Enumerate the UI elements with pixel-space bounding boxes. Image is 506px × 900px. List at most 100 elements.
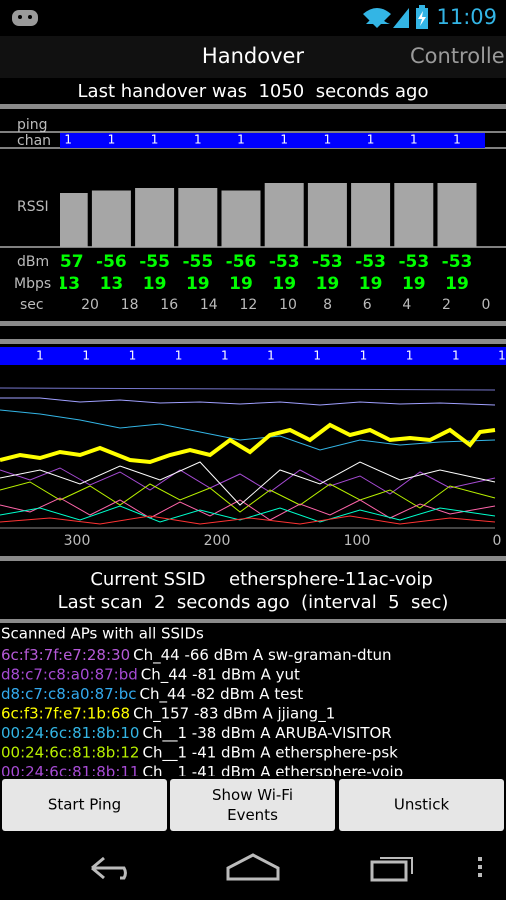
sec-tick-label: 10 bbox=[279, 297, 297, 313]
ap-info: Ch__1 -41 dBm A ethersphere-voip bbox=[142, 763, 403, 782]
mbps-value: 19 bbox=[229, 274, 253, 294]
nav-home[interactable] bbox=[226, 853, 280, 881]
history-trace bbox=[0, 505, 496, 523]
button-label[interactable]: Show Wi-Fi Events bbox=[212, 786, 293, 824]
battery-cap bbox=[419, 5, 425, 9]
ap-info: Ch_44 -66 dBm A sw-graman-dtun bbox=[133, 646, 391, 665]
dbm-value: -53 bbox=[442, 252, 473, 272]
ap-mac: d8:c7:c8:a0:87:bd bbox=[1, 665, 138, 683]
rssi-bar bbox=[394, 183, 434, 247]
mbps-value: 19 bbox=[186, 274, 210, 294]
sec-tick-label: 4 bbox=[402, 297, 411, 313]
rssi-bar bbox=[221, 190, 261, 247]
mbps-value: 19 bbox=[445, 274, 469, 294]
sec-tick-label: 12 bbox=[239, 297, 257, 313]
label-ping: ping bbox=[17, 117, 48, 133]
dbm-value: -57 bbox=[53, 252, 84, 272]
chan-bar bbox=[0, 347, 506, 365]
chan-value: 1 bbox=[237, 133, 245, 147]
ap-row: 6c:f3:7f:e7:28:30 Ch_44 -66 dBm A sw-gram… bbox=[1, 646, 391, 665]
button[interactable] bbox=[339, 779, 504, 831]
chan-value: 1 bbox=[129, 349, 137, 363]
chan-value: 1 bbox=[280, 133, 288, 147]
last-scan: Last scan 2 seconds ago (interval 5 sec) bbox=[58, 592, 449, 613]
sec-tick-label: 0 bbox=[482, 297, 491, 313]
separator bbox=[0, 619, 506, 623]
chan-value: 1 bbox=[313, 349, 321, 363]
button-label[interactable]: Unstick bbox=[394, 796, 450, 814]
ap-info: Ch__1 -38 dBm A ARUBA-VISITOR bbox=[142, 724, 391, 743]
dbm-value: -53 bbox=[398, 252, 429, 272]
dbm-value: -56 bbox=[96, 252, 127, 272]
label-mbps: Mbps bbox=[14, 276, 51, 292]
sec-tick-label: 6 bbox=[363, 297, 372, 313]
history-trace bbox=[0, 461, 496, 506]
chan-value: 1 bbox=[410, 133, 418, 147]
current-ssid: ethersphere-11ac-voip bbox=[229, 569, 433, 590]
separator bbox=[0, 339, 506, 344]
chan-value: 1 bbox=[367, 133, 375, 147]
chan-value: 1 bbox=[324, 133, 332, 147]
tab-controller[interactable]: Controller bbox=[410, 44, 506, 68]
chan-value: 1 bbox=[498, 349, 506, 363]
label-chan: chan bbox=[17, 133, 51, 149]
sec-tick-label: 14 bbox=[200, 297, 218, 313]
ap-row: d8:c7:c8:a0:87:bd Ch_44 -81 dBm A yut bbox=[1, 665, 300, 684]
mbps-value: 19 bbox=[316, 274, 340, 294]
x-tick-label: 100 bbox=[344, 533, 371, 549]
chan-value: 1 bbox=[267, 349, 275, 363]
ap-list: 6c:f3:7f:e7:28:30 Ch_44 -66 dBm A sw-gram… bbox=[1, 646, 403, 782]
ap-mac: 6c:f3:7f:e7:1b:68 bbox=[1, 704, 130, 722]
button[interactable] bbox=[2, 779, 167, 831]
chan-value: 1 bbox=[221, 349, 229, 363]
ap-mac: 00:24:6c:81:8b:12 bbox=[1, 743, 139, 761]
rssi-bar bbox=[264, 183, 304, 247]
rssi-bar bbox=[178, 188, 218, 247]
nav-recent-back bbox=[380, 857, 413, 874]
ap-row: 00:24:6c:81:8b:12 Ch__1 -41 dBm A ethersp… bbox=[1, 743, 398, 762]
status-bar: 11:09 bbox=[0, 0, 506, 36]
nav-recent[interactable] bbox=[370, 860, 408, 882]
status-bar-bg bbox=[0, 0, 506, 36]
mbps-value: 19 bbox=[359, 274, 383, 294]
history-trace bbox=[0, 467, 496, 495]
chan-value: 1 bbox=[151, 133, 159, 147]
ap-row: d8:c7:c8:a0:87:bc Ch_44 -82 dBm A test bbox=[1, 685, 303, 704]
rssi-bar bbox=[135, 188, 175, 247]
tab-handover[interactable]: Handover bbox=[202, 44, 304, 68]
ap-mac: 6c:f3:7f:e7:28:30 bbox=[1, 646, 130, 664]
button-label[interactable]: Start Ping bbox=[48, 796, 121, 814]
wifi-icon-fan bbox=[363, 8, 391, 28]
ap-info: Ch_44 -82 dBm A test bbox=[140, 685, 304, 704]
rssi-bar bbox=[351, 183, 391, 247]
button[interactable] bbox=[170, 779, 335, 831]
buttons: Start Ping Show Wi-Fi Events Unstick bbox=[2, 779, 504, 831]
charging-bolt bbox=[418, 11, 426, 26]
chan-value: 1 bbox=[194, 133, 202, 147]
mbps-value: 13 bbox=[100, 274, 124, 294]
history-trace bbox=[0, 497, 496, 521]
tab-bar bbox=[0, 36, 506, 78]
nav-bar bbox=[91, 853, 482, 882]
label-sec: sec bbox=[20, 297, 44, 313]
chan-value: 1 bbox=[64, 133, 72, 147]
x-tick-label: 200 bbox=[204, 533, 231, 549]
dbm-value: -53 bbox=[355, 252, 386, 272]
history-trace bbox=[0, 481, 496, 513]
chan-value: 1 bbox=[36, 349, 44, 363]
chan-value: 1 bbox=[453, 133, 461, 147]
nav-back[interactable] bbox=[91, 856, 127, 880]
nav-menu[interactable] bbox=[478, 857, 482, 877]
x-tick-label: 0 bbox=[493, 533, 502, 549]
history-trace bbox=[0, 387, 496, 391]
chan-value: 1 bbox=[108, 133, 116, 147]
history-trace bbox=[0, 409, 496, 451]
android-icon bbox=[12, 10, 38, 26]
mbps-value: 19 bbox=[402, 274, 426, 294]
x-tick-label: 300 bbox=[64, 533, 91, 549]
current-ssid-label: Current SSID bbox=[90, 569, 205, 590]
mbps-value: 19 bbox=[272, 274, 296, 294]
separator bbox=[0, 556, 506, 561]
separator bbox=[0, 321, 506, 326]
